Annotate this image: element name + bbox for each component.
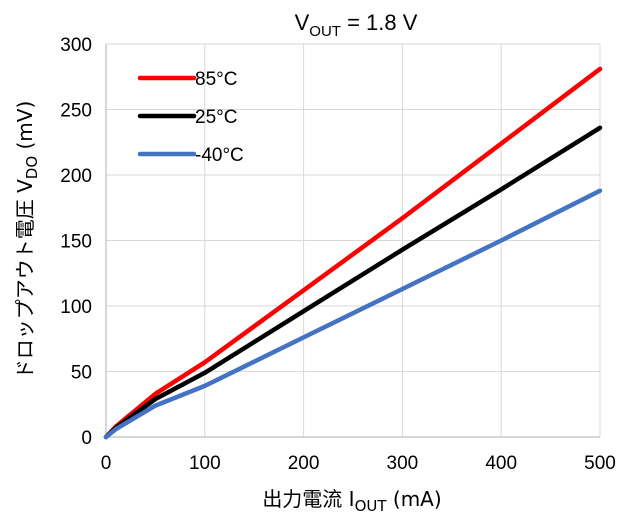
y-tick-label: 150 <box>60 232 92 253</box>
series-line <box>103 66 603 440</box>
series-lines <box>103 66 603 440</box>
axes <box>105 44 600 438</box>
y-tick-label: 250 <box>60 101 92 122</box>
legend: 85°C 25°C -40°C <box>137 69 244 166</box>
x-tick-label: 100 <box>189 453 221 474</box>
y-tick-labels: 0 50 100 150 200 250 300 <box>60 35 92 449</box>
x-tick-labels: 0 100 200 300 400 500 <box>101 453 616 474</box>
x-tick-label: 500 <box>584 453 616 474</box>
legend-label: 25°C <box>195 107 237 128</box>
y-tick-label: 100 <box>60 297 92 318</box>
grid-lines <box>106 43 601 437</box>
x-tick-label: 400 <box>485 453 517 474</box>
x-tick-label: 200 <box>288 453 320 474</box>
y-tick-label: 200 <box>60 166 92 187</box>
x-tick-label: 300 <box>387 453 419 474</box>
y-tick-label: 50 <box>71 363 92 384</box>
x-tick-label: 0 <box>101 453 112 474</box>
legend-label: 85°C <box>195 69 237 90</box>
y-tick-label: 0 <box>81 428 92 449</box>
series-line <box>103 188 603 440</box>
legend-label: -40°C <box>195 145 244 166</box>
series-line <box>103 125 603 440</box>
x-axis-label: 出力電流 IOUT (mA) <box>262 487 441 515</box>
y-tick-label: 300 <box>60 35 92 56</box>
chart-title: VOUT = 1.8 V <box>295 10 418 40</box>
y-axis-label: ドロップアウト電圧 VDO (mV) <box>13 101 41 380</box>
